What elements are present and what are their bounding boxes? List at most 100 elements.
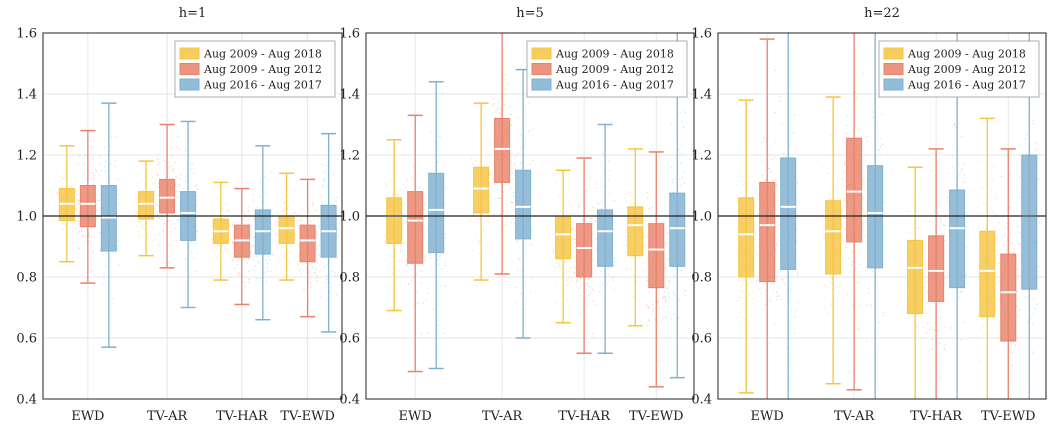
box — [867, 165, 884, 269]
box — [597, 209, 614, 267]
scatter-point — [879, 146, 882, 148]
scatter-point — [511, 172, 513, 174]
scatter-point — [401, 249, 403, 251]
scatter-point — [173, 223, 176, 225]
scatter-point — [995, 214, 998, 216]
scatter-point — [248, 258, 250, 261]
scatter-point — [751, 194, 753, 196]
scatter-point — [110, 136, 113, 138]
scatter-point — [980, 186, 982, 188]
scatter-point — [272, 253, 274, 255]
y-tick-label: 1.0 — [339, 210, 360, 225]
scatter-point — [962, 290, 965, 292]
scatter-point — [776, 245, 778, 247]
scatter-point — [859, 305, 861, 307]
scatter-point — [794, 316, 796, 318]
scatter-point — [300, 219, 302, 222]
scatter-point — [74, 208, 77, 211]
scatter-point — [226, 250, 228, 252]
scatter-point — [283, 202, 285, 204]
box — [576, 223, 593, 278]
scatter-point — [95, 209, 98, 212]
scatter-point — [829, 198, 831, 200]
scatter-point — [294, 211, 297, 214]
box — [79, 185, 96, 228]
chart-panel-3: 0.4 0.6 0.8 1.0 1.2 1.4 1.6 EWD TV-AR TV-HAR TV-EW… — [691, 6, 1047, 424]
scatter-point — [671, 182, 674, 184]
scatter-point — [115, 136, 117, 138]
scatter-point — [865, 340, 868, 342]
scatter-point — [179, 185, 181, 188]
scatter-point — [996, 282, 998, 284]
scatter-point — [513, 157, 516, 159]
scatter-point — [510, 124, 512, 126]
scatter-point — [490, 172, 492, 174]
scatter-point — [100, 169, 103, 171]
scatter-point — [398, 190, 400, 192]
scatter-point — [478, 252, 480, 255]
scatter-point — [98, 174, 100, 176]
scatter-point — [149, 188, 151, 190]
scatter-point — [778, 99, 780, 102]
scatter-point — [318, 245, 321, 247]
scatter-point — [656, 217, 658, 220]
scatter-point — [499, 112, 501, 114]
scatter-point — [984, 180, 986, 182]
scatter-point — [625, 251, 627, 254]
scatter-point — [743, 190, 745, 192]
scatter-point — [426, 171, 429, 173]
scatter-point — [75, 209, 78, 211]
scatter-point — [424, 203, 426, 205]
scatter-point — [443, 332, 445, 334]
scatter-point — [841, 225, 843, 227]
scatter-point — [415, 273, 418, 275]
scatter-point — [558, 197, 560, 199]
scatter-point — [996, 196, 998, 199]
scatter-point — [934, 329, 936, 331]
scatter-point — [510, 221, 513, 223]
scatter-point — [778, 295, 780, 297]
scatter-point — [736, 299, 738, 302]
scatter-point — [749, 281, 752, 284]
scatter-point — [793, 332, 795, 334]
scatter-point — [638, 276, 640, 279]
scatter-point — [791, 373, 793, 375]
scatter-point — [992, 319, 994, 321]
scatter-point — [224, 204, 226, 206]
scatter-point — [180, 174, 182, 177]
scatter-point — [78, 200, 80, 202]
scatter-point — [944, 343, 947, 346]
scatter-point — [270, 171, 272, 174]
scatter-point — [553, 251, 555, 254]
scatter-point — [282, 185, 284, 187]
scatter-point — [513, 222, 516, 225]
scatter-point — [171, 155, 174, 157]
scatter-point — [662, 317, 664, 319]
scatter-point — [103, 166, 106, 168]
box — [386, 197, 403, 244]
scatter-point — [613, 289, 615, 291]
scatter-point — [978, 314, 980, 317]
scatter-point — [680, 162, 682, 164]
scatter-point — [247, 218, 250, 221]
scatter-point — [594, 220, 597, 222]
scatter-point — [579, 277, 582, 280]
legend-swatch — [531, 47, 552, 60]
y-tick-label: 0.4 — [16, 393, 37, 408]
scatter-point — [751, 304, 753, 306]
scatter-point — [395, 193, 397, 196]
scatter-point — [783, 305, 785, 307]
scatter-point — [309, 282, 311, 284]
scatter-point — [259, 182, 261, 184]
scatter-point — [864, 234, 866, 237]
scatter-point — [553, 248, 555, 250]
panel-title: h=22 — [864, 6, 900, 21]
scatter-point — [599, 285, 601, 288]
scatter-point — [415, 186, 418, 188]
scatter-point — [440, 268, 443, 270]
scatter-point — [942, 224, 945, 226]
scatter-point — [775, 248, 777, 250]
scatter-point — [923, 286, 925, 289]
scatter-point — [264, 192, 267, 194]
box — [407, 191, 424, 264]
